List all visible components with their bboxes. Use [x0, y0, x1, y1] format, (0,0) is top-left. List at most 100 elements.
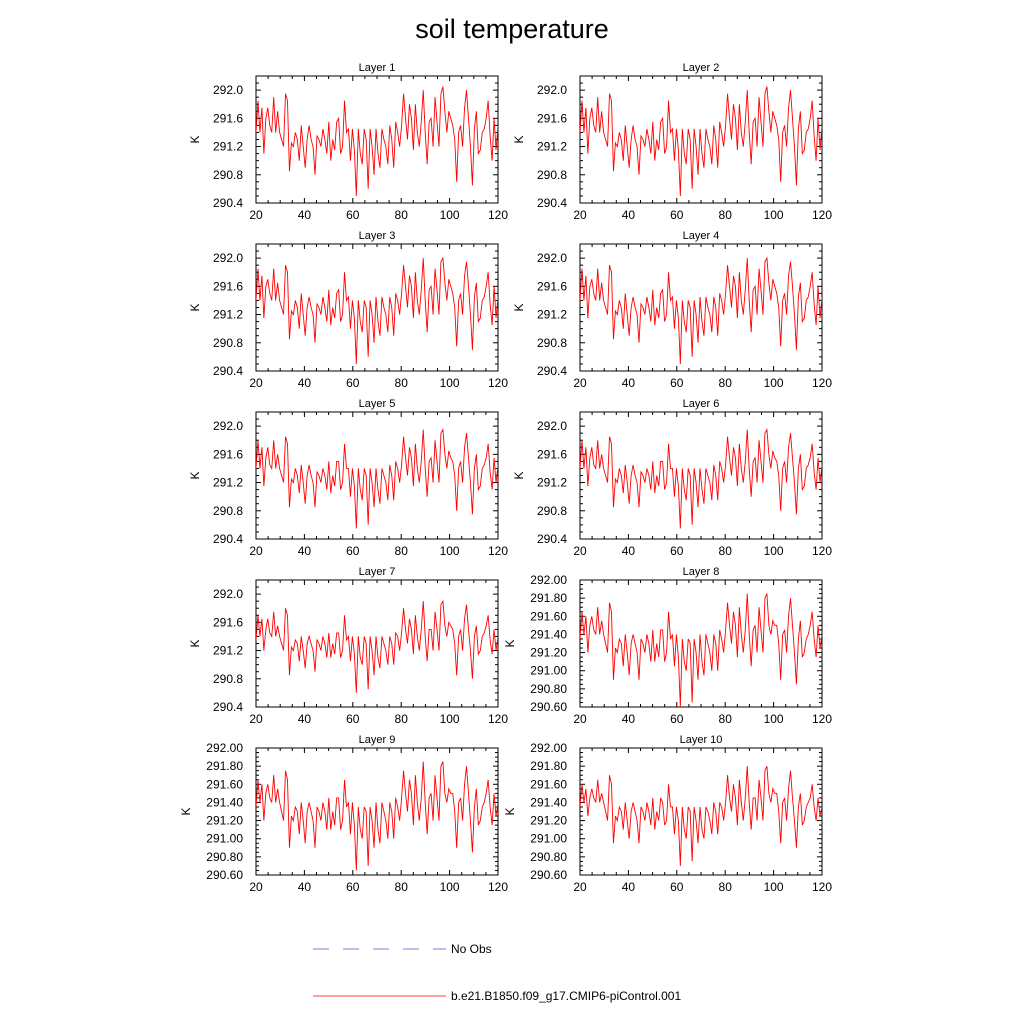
x-tick-label: 20: [249, 544, 263, 558]
series-line: [580, 256, 822, 364]
x-tick-label: 80: [719, 376, 733, 390]
panel-title: Layer 6: [683, 398, 720, 410]
x-tick-label: 40: [298, 880, 312, 894]
x-tick-label: 20: [573, 376, 587, 390]
series-line: [256, 86, 498, 196]
y-tick-label: 292.0: [213, 587, 243, 601]
x-tick-label: 100: [440, 376, 460, 390]
y-tick-label: 291.20: [206, 814, 243, 828]
x-tick-label: 40: [298, 376, 312, 390]
y-tick-label: 291.6: [537, 279, 567, 293]
x-tick-label: 60: [346, 880, 360, 894]
x-tick-label: 60: [670, 208, 684, 222]
x-tick-label: 80: [719, 712, 733, 726]
y-tick-label: 292.0: [213, 83, 243, 97]
x-tick-label: 120: [488, 880, 508, 894]
y-tick-label: 291.6: [213, 279, 243, 293]
y-axis-label: K: [188, 135, 202, 143]
y-axis-label: K: [503, 807, 517, 815]
x-tick-label: 100: [764, 208, 784, 222]
y-tick-label: 292.00: [530, 741, 567, 755]
x-tick-label: 40: [622, 376, 636, 390]
series-line: [580, 593, 822, 707]
x-tick-label: 120: [812, 712, 832, 726]
x-tick-label: 60: [346, 208, 360, 222]
x-tick-label: 60: [670, 712, 684, 726]
x-tick-label: 40: [622, 208, 636, 222]
x-tick-label: 60: [346, 712, 360, 726]
y-tick-label: 292.0: [213, 251, 243, 265]
y-tick-label: 291.2: [537, 140, 567, 154]
y-tick-label: 290.4: [213, 532, 243, 546]
x-tick-label: 60: [670, 544, 684, 558]
panel-title: Layer 2: [683, 62, 720, 74]
series-line: [580, 428, 822, 529]
x-tick-label: 20: [573, 880, 587, 894]
panel-layer-4: Layer 4 20 40 60 80 100 120 290.4 290.8 291.2 291.…: [512, 230, 832, 390]
x-tick-label: 100: [440, 880, 460, 894]
y-tick-label: 290.80: [206, 850, 243, 864]
x-tick-label: 80: [719, 208, 733, 222]
x-tick-label: 120: [488, 208, 508, 222]
y-tick-label: 290.4: [213, 364, 243, 378]
y-tick-label: 290.8: [213, 672, 243, 686]
y-tick-label: 291.6: [537, 447, 567, 461]
y-tick-label: 291.80: [530, 591, 567, 605]
x-tick-label: 100: [764, 880, 784, 894]
x-tick-label: 60: [346, 544, 360, 558]
panel-layer-1: Layer 1 20 40 60 80 100 120 290.4 290.8 291.2 291.…: [188, 62, 508, 222]
y-tick-label: 291.00: [530, 832, 567, 846]
x-tick-label: 120: [812, 880, 832, 894]
x-tick-label: 120: [812, 544, 832, 558]
x-tick-label: 60: [346, 376, 360, 390]
y-axis-label: K: [512, 135, 526, 143]
panel-title: Layer 10: [680, 734, 723, 746]
y-axis-label: K: [512, 471, 526, 479]
series-line: [256, 428, 498, 529]
series-line: [256, 256, 498, 364]
y-tick-label: 290.60: [530, 868, 567, 882]
panel-layer-3: Layer 3 20 40 60 80 100 120 290.4 290.8 291.2 291.…: [188, 230, 508, 390]
series-line: [256, 761, 498, 871]
y-axis-label: K: [188, 303, 202, 311]
x-tick-label: 100: [764, 544, 784, 558]
chart-title: soil temperature: [415, 14, 609, 44]
y-tick-label: 291.40: [206, 795, 243, 809]
y-tick-label: 290.60: [206, 868, 243, 882]
x-tick-label: 20: [249, 376, 263, 390]
y-tick-label: 292.0: [537, 251, 567, 265]
y-tick-label: 291.20: [530, 814, 567, 828]
y-tick-label: 292.0: [537, 83, 567, 97]
panel-layer-9: Layer 9 20 40 60 80 100 120 290.60 290.80 291.00 2…: [179, 734, 508, 894]
y-tick-label: 290.60: [530, 700, 567, 714]
panel-title: Layer 4: [683, 230, 720, 242]
y-tick-label: 291.6: [213, 111, 243, 125]
x-tick-label: 40: [298, 544, 312, 558]
panel-layer-6: Layer 6 20 40 60 80 100 120 290.4 290.8 291.2 291.…: [512, 398, 832, 558]
panel-title: Layer 5: [359, 398, 396, 410]
x-tick-label: 80: [395, 712, 409, 726]
panel-title: Layer 9: [359, 734, 396, 746]
x-tick-label: 40: [622, 880, 636, 894]
series-line: [256, 599, 498, 693]
x-tick-label: 100: [440, 208, 460, 222]
x-tick-label: 20: [249, 208, 263, 222]
y-axis-label: K: [503, 639, 517, 647]
y-axis-label: K: [188, 639, 202, 647]
y-tick-label: 290.80: [530, 850, 567, 864]
x-tick-label: 60: [670, 880, 684, 894]
y-tick-label: 290.8: [213, 168, 243, 182]
y-tick-label: 290.8: [537, 504, 567, 518]
y-tick-label: 290.8: [213, 504, 243, 518]
y-tick-label: 291.2: [537, 308, 567, 322]
panel-title: Layer 7: [359, 566, 396, 578]
x-tick-label: 80: [719, 544, 733, 558]
x-tick-label: 40: [622, 544, 636, 558]
y-tick-label: 292.00: [530, 573, 567, 587]
y-tick-label: 291.80: [206, 759, 243, 773]
y-tick-label: 290.8: [213, 336, 243, 350]
panel-layer-8: Layer 8 20 40 60 80 100 120 290.60 290.80 291.00 2…: [503, 566, 832, 726]
x-tick-label: 20: [249, 880, 263, 894]
y-tick-label: 290.4: [537, 532, 567, 546]
